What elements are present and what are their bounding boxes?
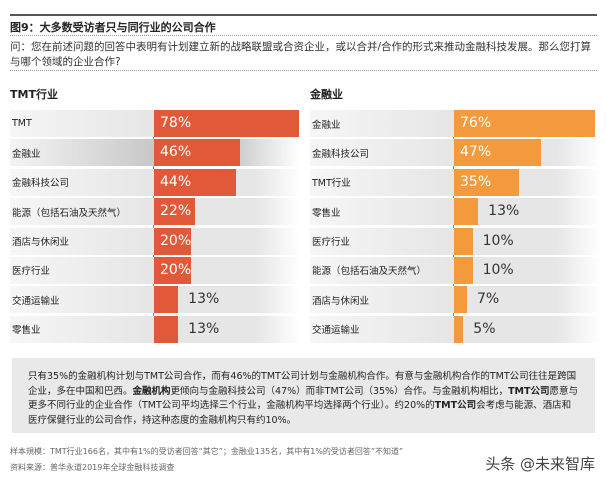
footnote-sample: 样本規模：TMT行业166名，其中有1%的受访者回答“其它”；金融业135名，其… [10, 447, 404, 456]
bar [454, 168, 520, 196]
watermark: 头条 @未来智库 [485, 455, 595, 473]
data-label: 35% [460, 173, 492, 190]
summary-box: 只有35%的金融机构计划与TMT公司合作，而有46%的TMT公司计划与金融机构合… [12, 358, 595, 433]
data-label: 20% [160, 232, 192, 249]
data-label: 13% [188, 320, 220, 337]
data-label: 7% [477, 291, 500, 308]
summary-text: 只有35%的金融机构计划与TMT公司合作，而有46%的TMT公司计划与金融机构合… [28, 371, 577, 397]
bar-row: 交通运输业 5% [310, 315, 600, 343]
bar [454, 110, 596, 137]
data-label: 13% [188, 291, 220, 308]
category-label: 能源（包括石油及天然气） [12, 207, 127, 219]
chart-tmt: TMT行业 TMT 78% 金融业 46% 金融科技公司 44% 能源（包括石油及天然气） 2… [10, 86, 300, 345]
bar-row: TMT 78% [10, 110, 300, 137]
bar-row: 交通运输业 13% [10, 286, 300, 314]
category-label: 零售业 [312, 207, 341, 219]
bar-row: 零售业 13% [310, 198, 600, 226]
data-label: 46% [160, 144, 192, 161]
bar [154, 227, 192, 255]
data-label: 20% [160, 261, 192, 278]
bar-row: 金融科技公司 44% [10, 168, 300, 196]
category-label: 交通运输业 [12, 295, 60, 307]
bar [454, 198, 479, 226]
data-label: 47% [460, 144, 492, 161]
data-label: 44% [160, 173, 192, 190]
bar-row: 医疗行业 20% [10, 256, 300, 284]
bar [454, 315, 464, 343]
bar [154, 256, 192, 284]
data-label: 10% [482, 232, 514, 249]
data-label: 5% [473, 320, 496, 337]
summary-text: 愿意与更多不同行业的企业合作（TMT公司平均选择三个行业，金融机构平均选择两个行… [28, 385, 579, 412]
divider [10, 70, 597, 71]
bar [154, 139, 240, 167]
figure-title: 图9：大多数受访者只与同行业的公司合作 [10, 21, 216, 34]
divider [10, 35, 597, 36]
data-label: 22% [160, 203, 192, 220]
bar [154, 198, 195, 226]
axis-line [153, 110, 154, 343]
bar-row: 金融业 46% [10, 139, 300, 167]
bar [154, 286, 179, 314]
bar-row: 金融业 76% [310, 110, 600, 137]
chart-finance: 金融业 金融业 76% 金融科技公司 47% TMT行业 35% 零售业 13% 医疗行业 10%… [310, 86, 600, 345]
bar-row: 零售业 13% [10, 315, 300, 343]
chart-title: 金融业 [310, 88, 343, 101]
category-label: 医疗行业 [12, 266, 51, 278]
summary-text: TMT公司 [508, 385, 550, 397]
footnote-source: 资料来源：普华永道2019年全球金融科技调查 [10, 463, 175, 472]
category-label: TMT行业 [312, 178, 351, 190]
bar-row: 酒店与休闲业 7% [310, 286, 600, 314]
category-label: 能源（包括石油及天然气） [312, 266, 427, 278]
survey-question: 问：您在前述问题的回答中表明有计划建立新的战略联盟或合资企业，或以合并/合作的形… [10, 41, 592, 68]
bar [454, 256, 473, 284]
category-label: 金融科技公司 [312, 148, 370, 160]
bar-row: 酒店与休闲业 20% [10, 227, 300, 255]
category-label: 金融业 [312, 119, 341, 131]
category-label: 金融业 [12, 148, 41, 160]
data-label: 13% [488, 203, 520, 220]
bar [154, 168, 236, 196]
data-label: 78% [160, 115, 192, 131]
summary-text: 会考虑与能源、酒店和医疗保健行业的公司合作，持这种态度的金融机构只有约10%。 [28, 400, 572, 426]
category-label: 酒店与休闲业 [12, 237, 70, 249]
category-label: 交通运输业 [312, 325, 360, 337]
category-label: 零售业 [12, 325, 41, 337]
bar-row: TMT行业 35% [310, 168, 600, 196]
data-label: 76% [460, 115, 492, 131]
bar [454, 286, 468, 314]
axis-line [453, 110, 454, 343]
summary-text: TMT公司 [434, 400, 477, 411]
chart-title: TMT行业 [10, 88, 58, 101]
bar-row: 能源（包括石油及天然气） 10% [310, 256, 600, 284]
category-label: 医疗行业 [312, 237, 351, 249]
bar-row: 能源（包括石油及天然气） 22% [10, 198, 300, 226]
bar-row: 金融科技公司 47% [310, 139, 600, 167]
category-label: 酒店与休闲业 [312, 295, 370, 307]
bar [454, 227, 473, 255]
data-label: 10% [482, 261, 514, 278]
summary-text: 更倾向与金融科技公司（47%）而非TMT公司（35%）合作。与金融机构相比， [170, 385, 509, 397]
top-rule [10, 14, 597, 16]
summary-text: 金融机构 [132, 385, 171, 397]
bar-row: 医疗行业 10% [310, 227, 600, 255]
bar [154, 110, 300, 137]
bar [154, 315, 179, 343]
category-label: 金融科技公司 [12, 178, 70, 190]
category-label: TMT [12, 118, 32, 129]
bar [454, 139, 542, 167]
